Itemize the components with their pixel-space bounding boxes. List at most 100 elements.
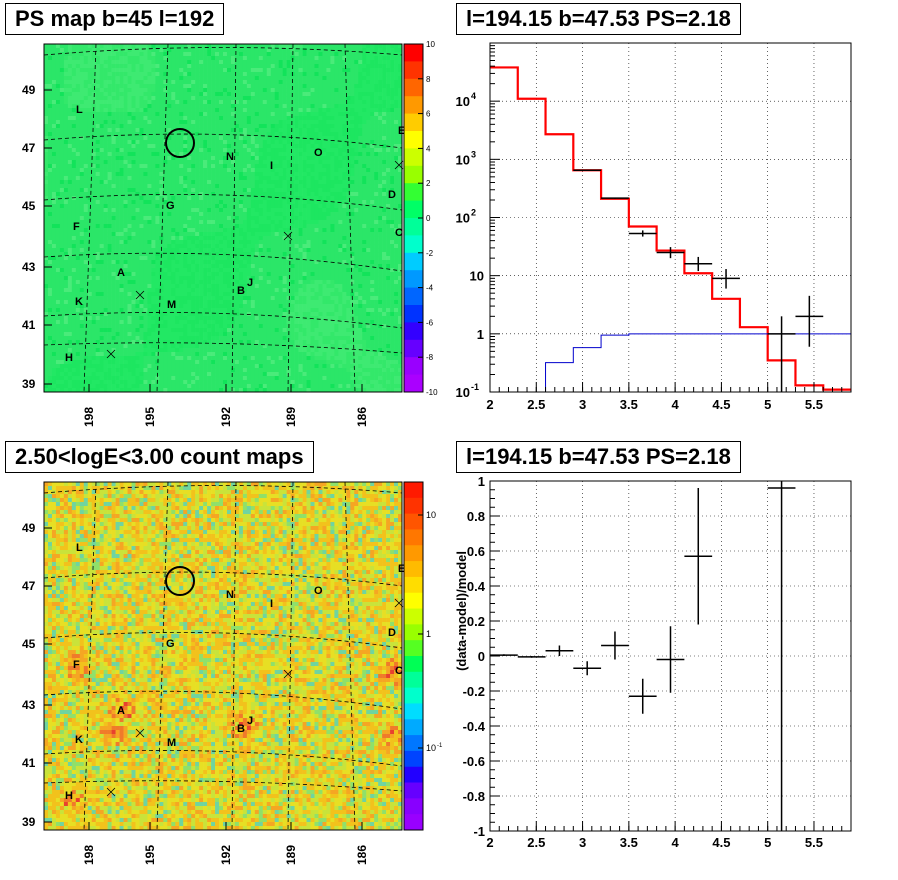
- heatmap-cell: [290, 204, 295, 209]
- heatmap-cell: [119, 60, 124, 65]
- heatmap-cell: [219, 124, 224, 129]
- heatmap-cell: [306, 88, 311, 93]
- heatmap-cell: [338, 120, 343, 125]
- heatmap-cell: [171, 80, 176, 85]
- heatmap-cell: [238, 148, 244, 153]
- heatmap-cell: [111, 160, 116, 165]
- heatmap-cell: [374, 44, 379, 49]
- heatmap-cell: [326, 172, 331, 177]
- heatmap-cell: [362, 148, 367, 153]
- heatmap-cell: [135, 252, 140, 257]
- heatmap-cell: [382, 180, 387, 185]
- heatmap-cell: [223, 200, 228, 205]
- heatmap-cell: [199, 232, 204, 237]
- heatmap-cell: [171, 144, 176, 149]
- heatmap-cell: [207, 164, 212, 169]
- heatmap-cell: [115, 132, 120, 137]
- heatmap-cell: [215, 224, 220, 229]
- heatmap-cell: [390, 200, 395, 205]
- heatmap-cell: [386, 260, 391, 265]
- heatmap-cell: [79, 124, 85, 129]
- heatmap-cell: [63, 228, 69, 233]
- heatmap-cell: [223, 188, 228, 193]
- heatmap-cell: [298, 52, 303, 57]
- heatmap-cell: [234, 68, 240, 73]
- heatmap-cell: [99, 148, 104, 153]
- heatmap-cell: [234, 176, 240, 181]
- heatmap-cell: [342, 76, 347, 81]
- heatmap-cell: [95, 240, 100, 245]
- heatmap-cell: [111, 140, 116, 145]
- heatmap-cell: [123, 256, 128, 261]
- heatmap-cell: [310, 208, 315, 213]
- heatmap-cell: [302, 152, 307, 157]
- heatmap-cell: [75, 144, 81, 149]
- heatmap-cell: [191, 252, 196, 257]
- heatmap-cell: [366, 124, 371, 129]
- heatmap-cell: [107, 124, 112, 129]
- heatmap-cell: [155, 248, 160, 253]
- heatmap-cell: [51, 220, 57, 225]
- heatmap-cell: [143, 88, 148, 93]
- heatmap-cell: [394, 164, 399, 169]
- heatmap-cell: [230, 184, 236, 189]
- heatmap-cell: [67, 84, 73, 89]
- heatmap-cell: [71, 152, 77, 157]
- heatmap-cell: [282, 100, 287, 105]
- heatmap-cell: [382, 260, 387, 265]
- heatmap-cell: [55, 100, 61, 105]
- heatmap-cell: [151, 160, 156, 165]
- heatmap-cell: [310, 100, 315, 105]
- heatmap-cell: [306, 220, 311, 225]
- heatmap-cell: [179, 44, 184, 49]
- heatmap-cell: [346, 60, 351, 65]
- heatmap-cell: [334, 88, 339, 93]
- heatmap-cell: [131, 116, 136, 121]
- heatmap-cell: [163, 108, 168, 113]
- heatmap-cell: [354, 180, 359, 185]
- heatmap-cell: [99, 92, 104, 97]
- heatmap-cell: [370, 192, 375, 197]
- heatmap-cell: [338, 100, 343, 105]
- heatmap-cell: [123, 184, 128, 189]
- heatmap-cell: [191, 168, 196, 173]
- heatmap-cell: [266, 172, 272, 177]
- heatmap-cell: [238, 160, 244, 165]
- heatmap-cell: [258, 96, 264, 101]
- heatmap-cell: [127, 260, 132, 265]
- heatmap-cell: [159, 244, 164, 249]
- heatmap-cell: [286, 248, 291, 253]
- heatmap-cell: [310, 64, 315, 69]
- heatmap-cell: [223, 240, 228, 245]
- heatmap-cell: [334, 136, 339, 141]
- heatmap-cell: [191, 96, 196, 101]
- heatmap-cell: [398, 120, 403, 125]
- heatmap-cell: [338, 52, 343, 57]
- heatmap-cell: [278, 100, 283, 105]
- heatmap-cell: [179, 80, 184, 85]
- heatmap-cell: [131, 80, 136, 85]
- heatmap-cell: [346, 160, 351, 165]
- heatmap-cell: [226, 248, 232, 253]
- heatmap-cell: [83, 76, 89, 81]
- heatmap-cell: [390, 232, 395, 237]
- heatmap-cell: [99, 108, 104, 113]
- heatmap-cell: [71, 84, 77, 89]
- heatmap-cell: [234, 52, 240, 57]
- heatmap-cell: [270, 180, 276, 185]
- heatmap-cell: [219, 156, 224, 161]
- heatmap-cell: [191, 92, 196, 97]
- heatmap-cell: [163, 240, 168, 245]
- heatmap-cell: [322, 100, 327, 105]
- heatmap-cell: [246, 100, 252, 105]
- heatmap-cell: [278, 104, 283, 109]
- heatmap-cell: [44, 104, 49, 109]
- heatmap-cell: [155, 112, 160, 117]
- heatmap-cell: [139, 184, 144, 189]
- heatmap-cell: [314, 240, 319, 245]
- heatmap-cell: [139, 44, 144, 49]
- heatmap-cell: [262, 108, 268, 113]
- heatmap-cell: [115, 212, 120, 217]
- heatmap-cell: [187, 232, 192, 237]
- heatmap-cell: [87, 68, 93, 73]
